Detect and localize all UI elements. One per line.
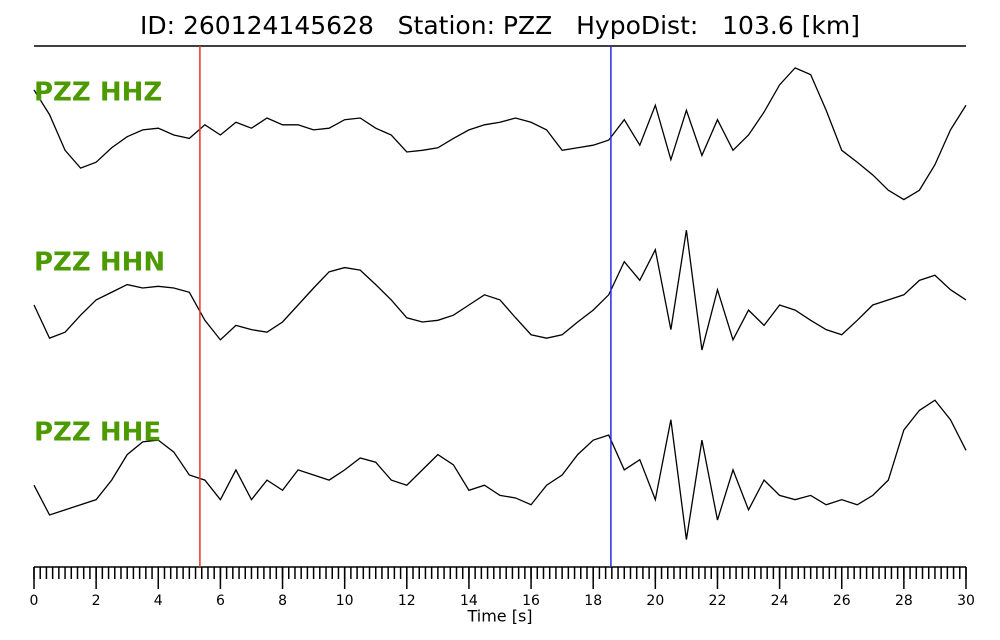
x-tick-label: 2 <box>92 593 101 609</box>
x-tick-label: 30 <box>957 593 975 609</box>
x-tick-label: 18 <box>584 593 602 609</box>
x-tick-label: 6 <box>216 593 225 609</box>
x-tick-label: 26 <box>833 593 851 609</box>
x-tick-label: 14 <box>460 593 478 609</box>
trace <box>33 230 967 351</box>
x-tick-label: 22 <box>709 593 727 609</box>
x-tick-label: 0 <box>30 593 39 609</box>
trace-label: PZZ HHZ <box>34 78 162 108</box>
x-tick-label: 4 <box>154 593 163 609</box>
trace <box>33 399 967 540</box>
chart-title: ID: 260124145628 Station: PZZ HypoDist: … <box>140 11 860 40</box>
trace-label: PZZ HHE <box>34 418 161 448</box>
x-axis-label: Time [s] <box>466 607 532 626</box>
x-tick-label: 28 <box>895 593 913 609</box>
trace <box>33 67 967 201</box>
x-tick-label: 24 <box>771 593 789 609</box>
x-tick-label: 10 <box>336 593 354 609</box>
x-tick-label: 16 <box>522 593 540 609</box>
x-tick-label: 8 <box>278 593 287 609</box>
x-tick-label: 20 <box>646 593 664 609</box>
x-tick-label: 12 <box>398 593 416 609</box>
trace-label: PZZ HHN <box>34 248 165 278</box>
